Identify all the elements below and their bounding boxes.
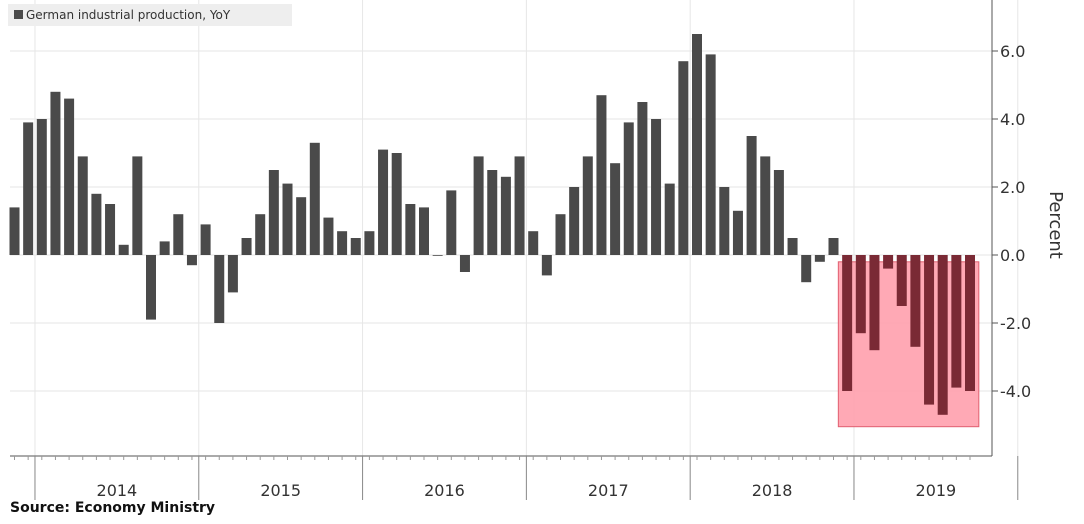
- y-tick-label: -2.0: [1000, 314, 1031, 333]
- x-year-label: 2018: [752, 481, 793, 500]
- y-tick-label: -4.0: [1000, 382, 1031, 401]
- bar: [883, 255, 894, 269]
- bar: [705, 54, 716, 256]
- bar: [173, 214, 184, 255]
- y-tick-label: 2.0: [1000, 178, 1025, 197]
- x-year-label: 2019: [916, 481, 957, 500]
- bar: [337, 231, 348, 255]
- bar: [896, 255, 907, 306]
- bar: [50, 91, 61, 255]
- bar: [746, 136, 757, 255]
- bar: [227, 255, 238, 293]
- bar: [364, 231, 375, 255]
- bar: [623, 122, 634, 256]
- bar: [23, 122, 34, 256]
- bar: [214, 255, 225, 323]
- bar: [132, 156, 143, 255]
- bar: [828, 238, 839, 255]
- bar: [446, 190, 457, 255]
- legend-label: German industrial production, YoY: [26, 8, 231, 22]
- bar: [255, 214, 266, 255]
- legend-swatch: [14, 10, 23, 19]
- bar: [500, 176, 511, 255]
- bar: [541, 255, 552, 276]
- legend-background: [8, 4, 292, 26]
- bar: [36, 119, 47, 255]
- source-note: Source: Economy Ministry: [10, 500, 216, 516]
- x-year-label: 2017: [588, 481, 629, 500]
- x-year-label: 2016: [424, 481, 465, 500]
- bar: [760, 156, 771, 255]
- bar: [651, 119, 662, 255]
- bar: [596, 95, 607, 255]
- bar: [910, 255, 921, 347]
- bar: [719, 187, 730, 255]
- bar: [473, 156, 484, 255]
- bar: [282, 183, 293, 255]
- bar: [64, 98, 75, 255]
- bar: [186, 255, 197, 266]
- bar: [569, 187, 580, 255]
- bar: [732, 210, 743, 255]
- bar: [296, 197, 307, 255]
- bars: [9, 34, 975, 415]
- bar: [842, 255, 853, 391]
- bar: [459, 255, 470, 272]
- bar: [855, 255, 866, 334]
- bar: [309, 142, 320, 255]
- bar: [405, 204, 416, 255]
- bar: [77, 156, 88, 255]
- y-tick-label: 4.0: [1000, 110, 1025, 129]
- bar: [869, 255, 880, 351]
- bar: [268, 170, 279, 255]
- x-year-labels: 2014 2015 2016 2017 2018 2019: [97, 481, 957, 500]
- bar: [951, 255, 962, 388]
- x-year-label: 2014: [97, 481, 138, 500]
- y-axis-label: Percent: [1045, 191, 1066, 259]
- bar: [924, 255, 935, 405]
- bar: [814, 255, 825, 262]
- bar: [610, 163, 621, 255]
- bar: [118, 244, 129, 255]
- legend: German industrial production, YoY: [8, 4, 292, 26]
- bar: [801, 255, 812, 283]
- bar: [637, 102, 648, 255]
- y-tick-label: 6.0: [1000, 42, 1025, 61]
- bar: [91, 193, 102, 255]
- bar: [146, 255, 156, 320]
- x-year-label: 2015: [260, 481, 301, 500]
- y-tick-labels: 6.0 4.0 2.0 0.0 -2.0 -4.0: [992, 42, 1031, 401]
- y-tick-label: 0.0: [1000, 246, 1025, 265]
- bar: [9, 207, 20, 255]
- bar: [378, 149, 389, 255]
- axes: [10, 0, 1019, 500]
- bar: [159, 241, 170, 255]
- bar: [678, 61, 689, 256]
- bar: [787, 238, 798, 255]
- bar: [555, 214, 566, 255]
- bar: [391, 153, 402, 255]
- bar: [419, 207, 429, 255]
- bar: [350, 238, 361, 255]
- bar: [528, 231, 539, 255]
- bar: [432, 255, 443, 256]
- bar: [487, 170, 498, 255]
- bar: [200, 224, 211, 255]
- bar: [323, 217, 334, 255]
- bar: [965, 255, 975, 391]
- bar: [664, 183, 675, 255]
- bar: [241, 238, 252, 255]
- bar: [514, 156, 525, 255]
- gridlines: [10, 0, 1019, 456]
- bar: [692, 34, 702, 255]
- bar: [773, 170, 784, 255]
- bar: [582, 156, 593, 255]
- bar: [105, 204, 116, 255]
- bar: [937, 255, 948, 415]
